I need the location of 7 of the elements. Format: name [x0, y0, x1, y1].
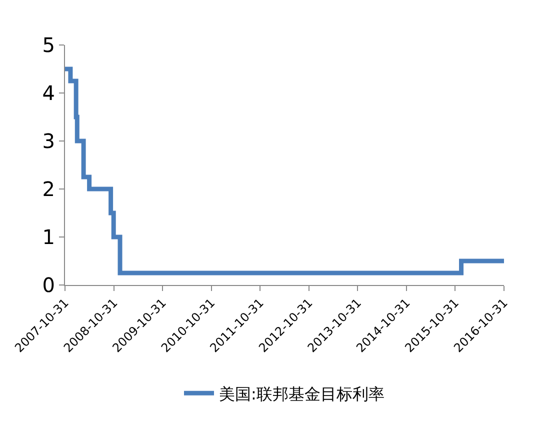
y-tick-label: 0 — [42, 273, 55, 297]
y-tick-label: 5 — [42, 33, 55, 57]
y-tick-label: 1 — [42, 225, 55, 249]
y-tick-label: 3 — [42, 129, 55, 153]
legend-label: 美国:联邦基金目标利率 — [219, 384, 384, 404]
y-tick-label: 4 — [42, 81, 55, 105]
y-tick-label: 2 — [42, 177, 55, 201]
